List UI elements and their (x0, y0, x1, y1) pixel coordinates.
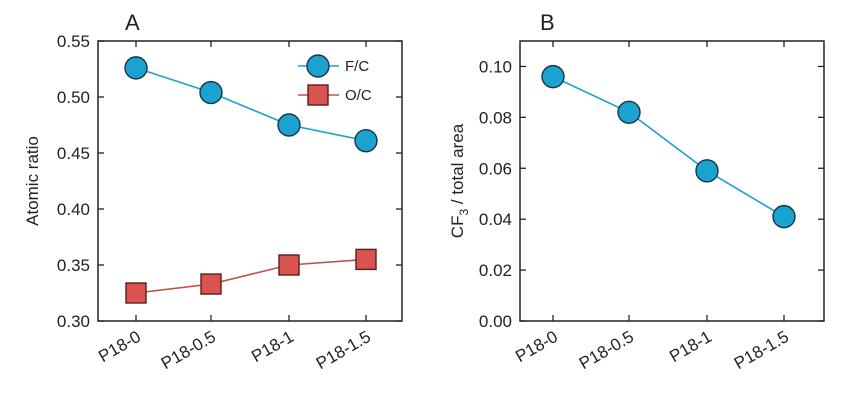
a-series-0-point (354, 128, 378, 153)
a-series-1-point (278, 254, 300, 276)
b-xtick-label: P18-1.5 (731, 327, 792, 373)
b-series-0-point (541, 64, 565, 89)
a-xtick-label: P18-1 (248, 327, 297, 366)
a-series-0-point (199, 80, 223, 105)
panel-b-frame (519, 40, 825, 322)
b-xtick-label: P18-1 (666, 327, 715, 366)
a-ytick-label: 0.40 (57, 200, 90, 219)
panel-a-frame (97, 40, 403, 322)
a-series-1-point (200, 273, 222, 295)
b-series-0-line (552, 75, 785, 218)
legend-oc-marker (307, 84, 329, 106)
b-series-0-point (695, 159, 719, 183)
panel-a-legend: F/C O/C (298, 54, 372, 106)
panel-a-ylabel: Atomic ratio (23, 136, 42, 226)
b-ytick-label: 0.02 (479, 261, 512, 280)
a-series-0-point (124, 56, 148, 80)
a-xtick-label: P18-1.5 (313, 327, 374, 373)
b-series-0-point (617, 100, 641, 124)
b-ytick-label: 0.00 (479, 312, 512, 331)
b-ytick-label: 0.04 (479, 210, 512, 229)
a-xtick-label: P18-0 (95, 327, 144, 366)
panel-b-letter: B (540, 10, 555, 35)
b-ytick-label: 0.08 (479, 108, 512, 127)
b-xtick-label: P18-0.5 (576, 327, 637, 373)
a-series-0-line (135, 67, 367, 142)
legend-fc-label: F/C (345, 58, 369, 75)
legend-oc-label: O/C (345, 87, 372, 104)
a-ytick-label: 0.30 (57, 312, 90, 331)
panel-a: A Atomic ratio 0.30 0.35 0.40 0.45 0.50 0.55 P… (23, 10, 403, 373)
a-xtick-label: P18-0.5 (158, 327, 219, 373)
panel-b: B CF3 / total area 0.00 0.02 0.04 0.06 0.08 0… (448, 10, 825, 373)
a-series-0-point (277, 113, 301, 137)
b-ytick-label: 0.06 (479, 159, 512, 178)
a-ytick-label: 0.55 (57, 32, 90, 51)
a-series-1-point (355, 248, 377, 271)
b-xtick-label: P18-0 (512, 327, 561, 366)
a-series-1-point (125, 282, 147, 304)
b-ytick-label: 0.10 (479, 57, 512, 76)
a-series-1-line (135, 258, 367, 294)
panel-a-letter: A (125, 10, 140, 35)
a-ytick-label: 0.50 (57, 88, 90, 107)
panel-b-ylabel-main: CF (448, 216, 467, 239)
panel-b-ylabel-sub: 3 (457, 209, 471, 216)
a-ytick-label: 0.35 (57, 256, 90, 275)
panel-b-ylabel-rest: / total area (448, 123, 467, 209)
legend-fc-marker (306, 54, 330, 78)
a-ytick-label: 0.45 (57, 144, 90, 163)
b-series-0-point (772, 204, 796, 229)
panel-b-ylabel: CF3 / total area (448, 123, 471, 238)
